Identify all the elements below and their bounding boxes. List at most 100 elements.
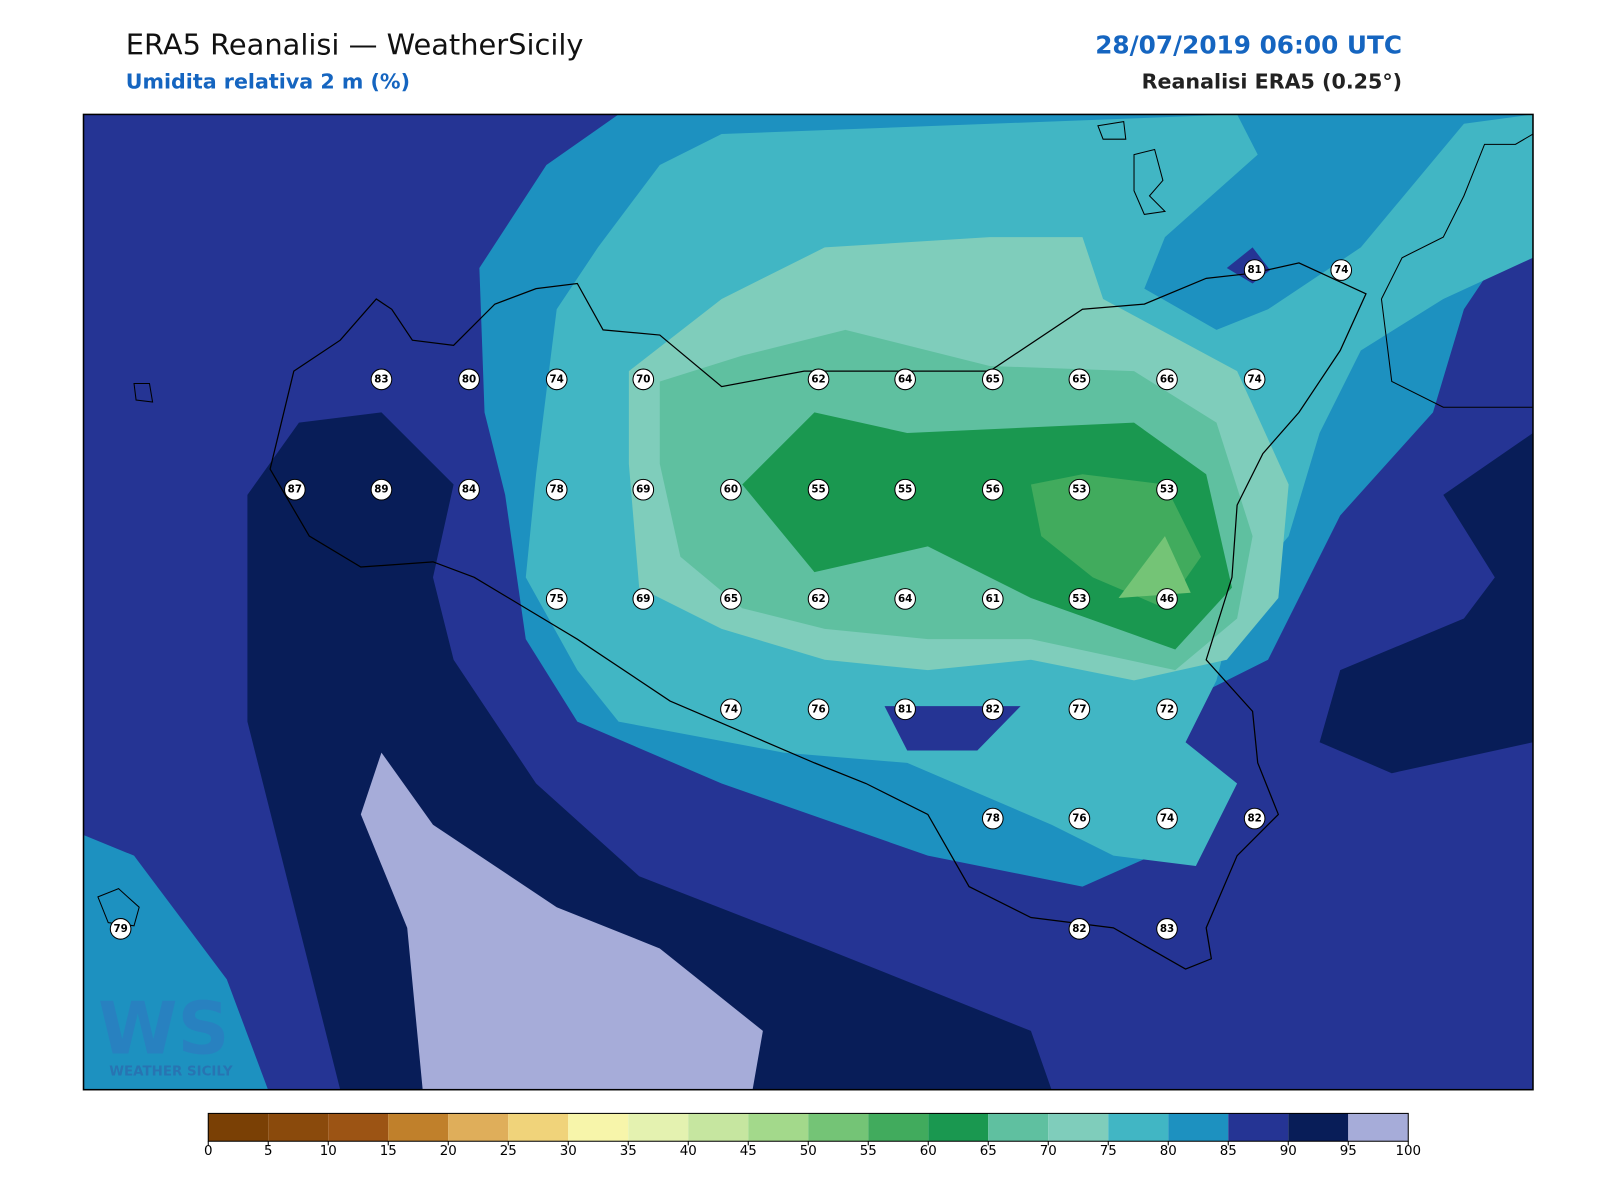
colorbar-tick-label: 95 xyxy=(1340,1144,1357,1159)
station-marker xyxy=(720,588,742,610)
colorbar-tick-label: 40 xyxy=(680,1144,697,1159)
station-marker xyxy=(981,698,1004,721)
station-value: 64 xyxy=(898,593,912,605)
subtitle: Umidita relativa 2 m (%) xyxy=(126,70,410,94)
contour-60 xyxy=(742,412,1232,650)
colorbar-tick-label: 20 xyxy=(440,1144,457,1159)
colorbar-segment xyxy=(688,1113,749,1142)
station-marker xyxy=(1068,478,1091,501)
colorbar-tick-label: 85 xyxy=(1220,1144,1237,1159)
station-marker xyxy=(981,478,1004,501)
station-marker xyxy=(545,368,568,391)
station-value: 46 xyxy=(1160,593,1174,605)
station-marker xyxy=(894,368,916,391)
station-marker xyxy=(458,368,480,391)
station-value: 65 xyxy=(1072,373,1086,385)
station-value: 69 xyxy=(636,484,650,496)
station-value: 62 xyxy=(811,373,825,385)
datetime: 28/07/2019 06:00 UTC xyxy=(1095,31,1402,60)
station-value: 69 xyxy=(636,593,650,605)
colorbar: 0 5 10 15 20 25 30 35 40 45 50 55 60 65 70 75 80 85 90 95 10… xyxy=(204,1112,1421,1159)
station-value: 87 xyxy=(288,484,302,496)
station-marker xyxy=(1243,259,1266,281)
station-value: 89 xyxy=(374,484,388,496)
station-marker xyxy=(1156,368,1178,391)
station-value: 70 xyxy=(636,373,650,385)
station-value: 65 xyxy=(986,373,1000,385)
station-value: 65 xyxy=(724,593,738,605)
station-marker xyxy=(720,698,742,721)
contour-50 xyxy=(1118,536,1191,598)
colorbar-segment xyxy=(568,1113,629,1142)
station-value: 83 xyxy=(1160,923,1174,935)
station-marker xyxy=(894,588,916,610)
station-marker xyxy=(1330,259,1353,281)
colorbar-segment xyxy=(508,1113,569,1142)
station-value: 64 xyxy=(898,373,912,385)
colorbar-segment xyxy=(1108,1113,1169,1142)
station-value: 83 xyxy=(374,373,388,385)
station-marker xyxy=(458,478,480,501)
map-frame xyxy=(82,113,1534,1091)
colorbar-tick-label: 25 xyxy=(500,1144,517,1159)
colorbar-segment xyxy=(928,1113,989,1142)
station-marker xyxy=(632,588,655,610)
station-value: 72 xyxy=(1160,703,1174,715)
station-value: 80 xyxy=(462,373,476,385)
station-marker xyxy=(1156,588,1178,610)
colorbar-segment xyxy=(388,1113,449,1142)
colorbar-segment xyxy=(808,1113,869,1142)
station-value: 82 xyxy=(1072,923,1086,935)
island xyxy=(97,121,1167,927)
station-value: 66 xyxy=(1160,373,1174,385)
colorbar-tick-label: 35 xyxy=(620,1144,637,1159)
station-value: 75 xyxy=(550,593,564,605)
colorbar-segment xyxy=(1228,1113,1289,1142)
station-value: 55 xyxy=(811,484,825,496)
station-marker xyxy=(894,478,916,501)
station-marker xyxy=(632,368,655,391)
station-marker xyxy=(807,588,830,610)
stations: 81 74 83 80 74 70 62 64 65 65 66 74 87 89 84 78 69 60 55 55… xyxy=(109,259,1353,940)
station-value: 84 xyxy=(462,484,476,496)
station-value: 78 xyxy=(986,813,1000,825)
station-marker xyxy=(1068,807,1091,830)
station-marker xyxy=(545,478,568,501)
station-value: 76 xyxy=(1072,813,1086,825)
station-marker xyxy=(1243,368,1266,391)
station-value: 74 xyxy=(550,373,564,385)
colorbar-segment xyxy=(1348,1113,1409,1142)
station-marker xyxy=(981,588,1004,610)
title: ERA5 Reanalisi — WeatherSicily xyxy=(126,28,584,62)
station-value: 62 xyxy=(811,593,825,605)
colorbar-segment xyxy=(988,1113,1049,1142)
logo-mark: WS xyxy=(98,988,230,1072)
station-marker xyxy=(807,478,830,501)
station-marker xyxy=(894,698,916,721)
colorbar-segment xyxy=(1048,1113,1109,1142)
colorbar-tick-label: 70 xyxy=(1040,1144,1057,1159)
station-value: 74 xyxy=(1247,373,1261,385)
station-marker xyxy=(1156,807,1178,830)
station-marker xyxy=(545,588,568,610)
station-marker xyxy=(720,478,742,501)
coastline xyxy=(269,262,1367,970)
station-marker xyxy=(284,478,306,501)
colorbar-tick-label: 45 xyxy=(740,1144,757,1159)
station-value: 56 xyxy=(986,484,1000,496)
station-value: 53 xyxy=(1072,484,1086,496)
colorbar-tick-label: 60 xyxy=(920,1144,937,1159)
station-marker xyxy=(1156,698,1178,721)
colorbar-tick-label: 55 xyxy=(860,1144,877,1159)
colorbar-tick-label: 75 xyxy=(1100,1144,1117,1159)
colorbar-tick-label: 15 xyxy=(380,1144,397,1159)
colorbar-tick-label: 5 xyxy=(264,1144,273,1159)
station-value: 53 xyxy=(1160,484,1174,496)
station-marker xyxy=(1156,918,1178,940)
source: Reanalisi ERA5 (0.25°) xyxy=(1142,70,1402,94)
colorbar-segment xyxy=(448,1113,509,1142)
station-marker xyxy=(1156,478,1178,501)
contour-field xyxy=(83,114,1533,1090)
station-value: 81 xyxy=(1247,264,1261,276)
